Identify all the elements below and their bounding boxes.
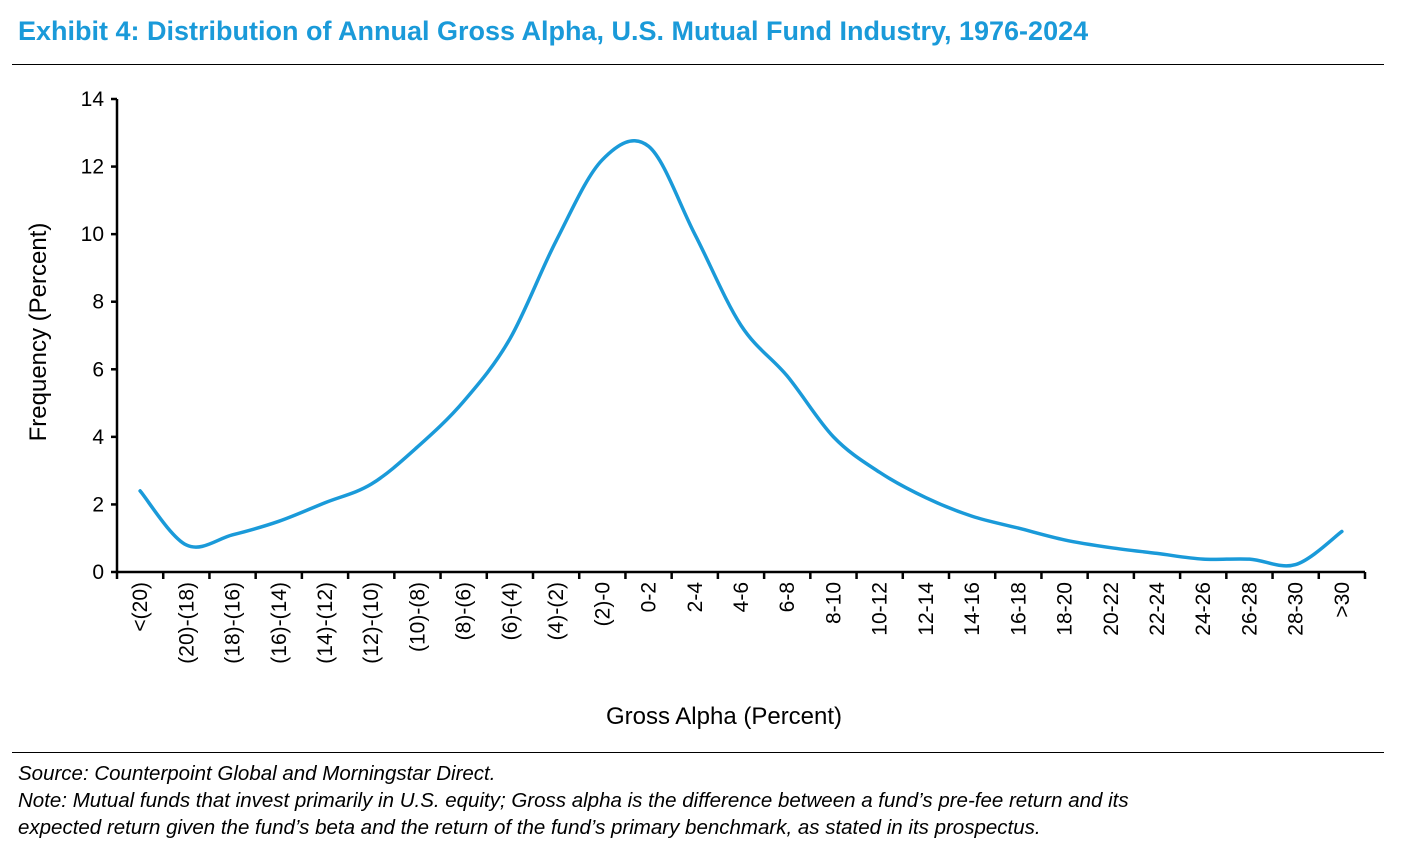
data-point — [600, 158, 604, 162]
x-tick-label: 28-30 — [1285, 582, 1308, 636]
x-axis-label: Gross Alpha (Percent) — [606, 703, 842, 730]
data-point — [231, 533, 235, 537]
x-tick-label: 20-22 — [1100, 582, 1123, 636]
x-tick-label: 4-6 — [730, 582, 753, 612]
y-tick-label: 6 — [92, 358, 104, 381]
data-point — [739, 323, 743, 327]
x-tick-label: (20)-(18) — [175, 582, 198, 664]
x-tick-label: (6)-(4) — [499, 582, 522, 640]
x-axis: <(20) (20)-(18) (18)-(16) (16)-(14) (14)-(12… — [115, 570, 1367, 664]
x-tick-label: (18)-(16) — [222, 582, 245, 664]
x-tick-label: 2-4 — [684, 582, 707, 613]
data-point — [508, 337, 512, 341]
line-chart: 0 2 4 6 8 10 12 14 <(20) (20)-(18) (18)-(16) (16)-… — [25, 88, 1367, 730]
data-point — [831, 435, 835, 439]
data-point — [1155, 551, 1159, 555]
data-point — [462, 399, 466, 403]
data-point — [1016, 526, 1020, 530]
series-group — [138, 139, 1344, 568]
data-point — [1201, 557, 1205, 561]
chart-title: Exhibit 4: Distribution of Annual Gross … — [18, 16, 1089, 46]
x-tick-label: (12)-(10) — [360, 582, 383, 664]
x-tick-label: 8-10 — [822, 582, 845, 624]
data-point — [1247, 557, 1251, 561]
top-divider — [12, 64, 1384, 65]
y-tick-label: 14 — [81, 88, 105, 111]
x-tick-label: (2)-0 — [591, 582, 614, 626]
data-point — [184, 543, 188, 547]
data-point — [1109, 546, 1113, 550]
y-tick-label: 0 — [92, 561, 104, 584]
x-tick-label: 0-2 — [638, 582, 661, 612]
methodology-note-line-1: Note: Mutual funds that invest primarily… — [18, 789, 1129, 812]
x-tick-label: 24-26 — [1192, 582, 1215, 636]
x-tick-label: (10)-(8) — [406, 582, 429, 652]
data-point — [924, 496, 928, 500]
x-tick-label: 6-8 — [776, 582, 799, 612]
data-point — [878, 470, 882, 474]
x-tick-label: >30 — [1331, 582, 1354, 618]
methodology-note-line-2: expected return given the fund’s beta an… — [18, 816, 1041, 839]
y-axis-label: Frequency (Percent) — [25, 223, 52, 442]
x-tick-label: 26-28 — [1238, 582, 1261, 636]
data-point — [415, 445, 419, 449]
y-tick-label: 10 — [81, 223, 104, 246]
x-tick-label: (8)-(6) — [453, 582, 476, 640]
data-point — [138, 489, 142, 493]
frequency-series-line — [138, 139, 1344, 568]
data-point — [1340, 529, 1344, 533]
x-tick-label: 10-12 — [869, 582, 892, 636]
x-tick-label: 14-16 — [961, 582, 984, 636]
y-tick-label: 8 — [92, 291, 104, 314]
data-point — [369, 482, 373, 486]
x-tick-label: <(20) — [129, 582, 152, 632]
y-axis: 0 2 4 6 8 10 12 14 — [81, 88, 119, 584]
footnotes: Source: Counterpoint Global and Mornings… — [18, 760, 1388, 841]
x-tick-label: 12-14 — [915, 582, 938, 636]
x-tick-label: (16)-(14) — [268, 582, 291, 664]
y-tick-label: 12 — [81, 156, 104, 179]
x-tick-label: 16-18 — [1007, 582, 1030, 636]
data-point — [277, 519, 281, 523]
y-tick-label: 4 — [92, 426, 104, 449]
data-point — [323, 501, 327, 505]
bottom-divider — [12, 752, 1384, 753]
data-point — [647, 144, 651, 148]
x-tick-label: (4)-(2) — [545, 582, 568, 640]
x-tick-label: 22-24 — [1146, 582, 1169, 636]
data-point — [554, 239, 558, 243]
data-point — [1294, 563, 1298, 567]
x-tick-label: (14)-(12) — [314, 582, 337, 664]
data-point — [1063, 538, 1067, 542]
y-tick-label: 2 — [92, 493, 104, 516]
source-note: Source: Counterpoint Global and Mornings… — [18, 762, 496, 785]
data-point — [785, 374, 789, 378]
data-point — [693, 232, 697, 236]
data-point — [970, 514, 974, 518]
x-tick-label: 18-20 — [1054, 582, 1077, 636]
